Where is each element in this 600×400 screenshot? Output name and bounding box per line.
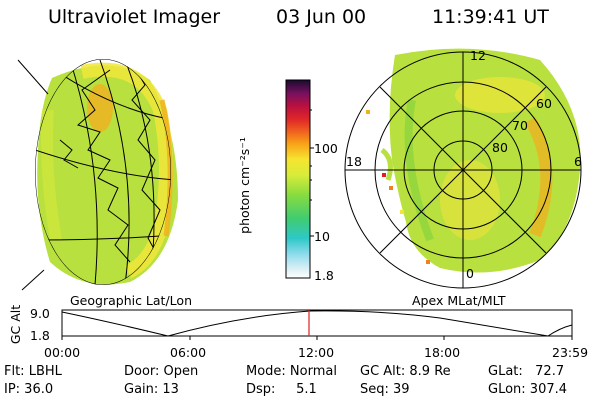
mlt-label-18: 18 (346, 154, 362, 169)
timeline-xtick-2359: 23:59 (552, 345, 589, 360)
mlt-label-12: 12 (470, 48, 486, 63)
left-panel-label: Geographic Lat/Lon (70, 293, 192, 308)
colorbar-tick-min: 1.8 (314, 268, 334, 283)
info-filter: Flt: LBHL (4, 364, 62, 379)
lat-label-70: 70 (512, 118, 528, 133)
timeline-xtick-0600: 06:00 (170, 345, 207, 360)
lat-label-80: 80 (492, 140, 508, 155)
timeline-xtick-1200: 12:00 (298, 345, 335, 360)
timeline-ytick-1-8: 1.8 (30, 328, 50, 343)
colorbar-tick-10: 10 (314, 229, 330, 244)
timeline-xtick-0000: 00:00 (44, 345, 81, 360)
info-gc-alt: GC Alt: 8.9 Re (360, 364, 451, 379)
info-glat: GLat: 72.7 (488, 364, 565, 379)
info-ip: IP: 36.0 (4, 382, 54, 397)
colorbar-unit-label: photon cm⁻²s⁻¹ (236, 137, 252, 234)
altitude-timeline (61, 309, 573, 340)
time-label: 11:39:41 UT (432, 6, 549, 28)
mlt-label-6: 6 (574, 154, 582, 169)
timeline-xtick-1800: 18:00 (424, 345, 461, 360)
info-dsp: Dsp: 5.1 (246, 382, 317, 397)
geographic-projection (17, 59, 179, 291)
right-panel-label: Apex MLat/MLT (412, 293, 506, 308)
polar-mlt-projection (344, 48, 582, 289)
colorbar-tick-100: 100 (314, 141, 338, 156)
info-seq: Seq: 39 (360, 382, 410, 397)
info-glon: GLon: 307.4 (488, 382, 568, 397)
auroral-emission-geo (37, 65, 179, 285)
info-gain: Gain: 13 (124, 382, 179, 397)
mlt-label-0: 0 (466, 266, 474, 281)
app-title: Ultraviolet Imager (48, 6, 221, 28)
timeline-ylabel: GC Alt (8, 304, 24, 345)
intensity-colorbar (285, 79, 314, 279)
timeline-ytick-9: 9.0 (30, 306, 50, 321)
info-door: Door: Open (124, 364, 199, 379)
info-mode: Mode: Normal (246, 364, 337, 379)
date-label: 03 Jun 00 (276, 6, 367, 28)
lat-label-60: 60 (536, 96, 552, 111)
